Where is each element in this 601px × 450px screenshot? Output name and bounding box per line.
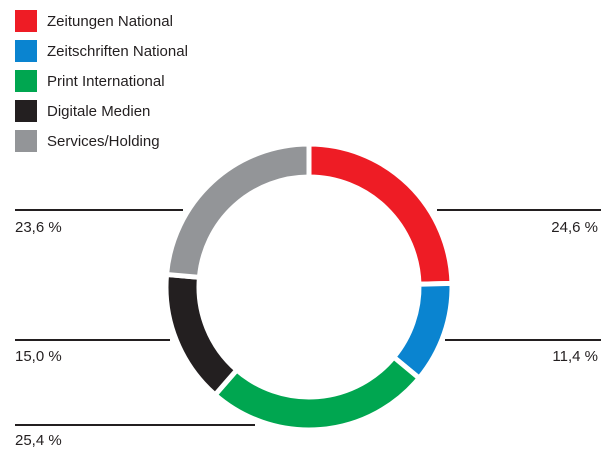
data-label: 15,0 %: [15, 348, 62, 365]
legend-swatch: [15, 10, 37, 32]
legend-label: Zeitungen National: [47, 13, 173, 30]
legend-label: Print International: [47, 73, 165, 90]
data-label: 23,6 %: [15, 219, 62, 236]
legend-swatch: [15, 130, 37, 152]
donut-slice: [211, 353, 423, 433]
donut-slice: [163, 271, 241, 399]
legend-label: Services/Holding: [47, 133, 160, 150]
legend-label: Zeitschriften National: [47, 43, 188, 60]
donut-slice: [306, 141, 455, 287]
data-label: 25,4 %: [15, 432, 62, 449]
legend-swatch: [15, 40, 37, 62]
legend-swatch: [15, 100, 37, 122]
legend-swatch: [15, 70, 37, 92]
legend-label: Digitale Medien: [47, 103, 150, 120]
donut-slice: [163, 141, 312, 281]
data-label: 24,6 %: [551, 219, 598, 236]
data-label: 11,4 %: [552, 348, 598, 365]
